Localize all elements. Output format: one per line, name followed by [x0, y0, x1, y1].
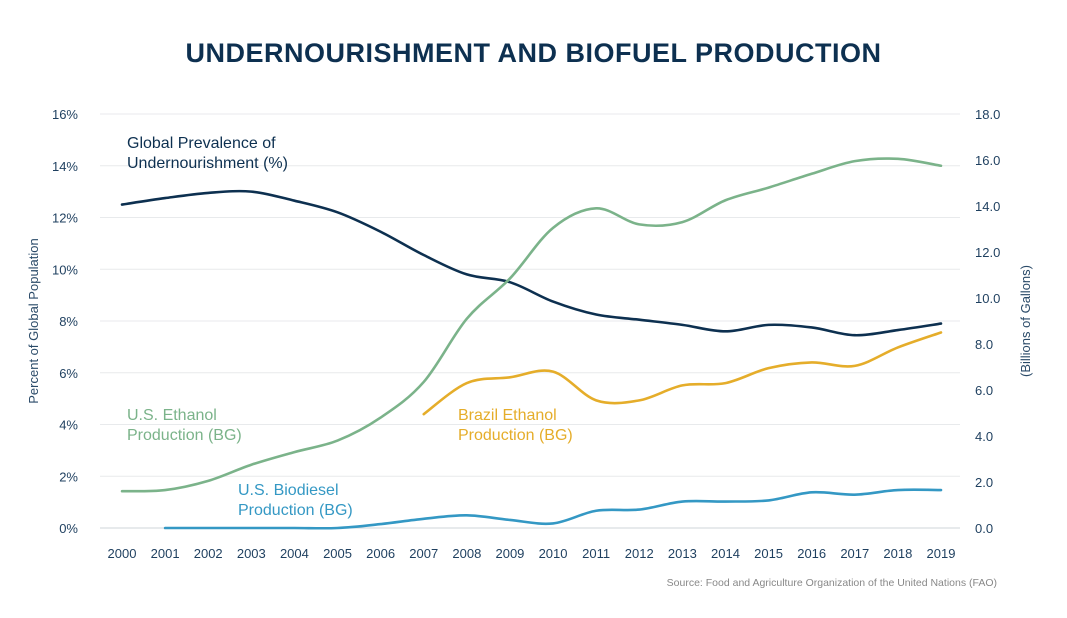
- x-tick-label: 2018: [883, 546, 912, 561]
- series-line-3: [163, 488, 943, 530]
- x-tick-label: 2000: [108, 546, 137, 561]
- left-tick-label: 8%: [59, 314, 78, 329]
- x-tick-label: 2013: [668, 546, 697, 561]
- x-tick-label: 2003: [237, 546, 266, 561]
- left-tick-label: 14%: [52, 159, 78, 174]
- left-axis-label: Percent of Global Population: [26, 238, 41, 404]
- left-tick-label: 2%: [59, 469, 78, 484]
- x-tick-label: 2011: [582, 546, 610, 561]
- left-tick-label: 0%: [59, 521, 78, 536]
- right-tick-label: 12.0: [975, 245, 1000, 260]
- source-note: Source: Food and Agriculture Organizatio…: [666, 577, 997, 589]
- series-label-us-biodiesel: U.S. Biodiesel Production (BG): [238, 482, 353, 519]
- series-label-us-ethanol: U.S. Ethanol Production (BG): [127, 407, 242, 444]
- right-tick-label: 6.0: [975, 383, 993, 398]
- series-line-0: [120, 189, 943, 337]
- left-tick-label: 6%: [59, 366, 78, 381]
- left-tick-label: 12%: [52, 211, 78, 226]
- x-tick-label: 2014: [711, 546, 740, 561]
- x-tick-label: 2001: [151, 546, 180, 561]
- left-tick-label: 16%: [52, 107, 78, 122]
- right-tick-label: 0.0: [975, 521, 993, 536]
- x-tick-label: 2005: [323, 546, 352, 561]
- right-axis-label: (Billions of Gallons): [1018, 265, 1033, 377]
- x-tick-label: 2016: [797, 546, 826, 561]
- right-tick-label: 18.0: [975, 107, 1000, 122]
- series-line-1: [120, 157, 943, 493]
- series-label-undernourishment: Global Prevalence of Undernourishment (%…: [127, 135, 288, 172]
- x-tick-label: 2007: [409, 546, 438, 561]
- x-tick-label: 2002: [194, 546, 223, 561]
- left-tick-label: 10%: [52, 262, 78, 277]
- x-tick-label: 2004: [280, 546, 309, 561]
- x-tick-label: 2019: [927, 546, 956, 561]
- right-tick-label: 8.0: [975, 337, 993, 352]
- x-tick-label: 2010: [539, 546, 568, 561]
- right-tick-label: 14.0: [975, 199, 1000, 214]
- x-tick-label: 2017: [840, 546, 869, 561]
- chart-title: UNDERNOURISHMENT AND BIOFUEL PRODUCTION: [185, 38, 882, 68]
- right-tick-label: 4.0: [975, 429, 993, 444]
- x-tick-label: 2009: [495, 546, 524, 561]
- left-tick-label: 4%: [59, 418, 78, 433]
- x-tick-label: 2006: [366, 546, 395, 561]
- series-line-2: [422, 331, 943, 416]
- x-tick-label: 2012: [625, 546, 654, 561]
- right-tick-label: 2.0: [975, 475, 993, 490]
- x-tick-label: 2015: [754, 546, 783, 561]
- series-label-brazil-ethanol: Brazil Ethanol Production (BG): [458, 407, 573, 444]
- right-tick-label: 10.0: [975, 291, 1000, 306]
- right-tick-label: 16.0: [975, 153, 1000, 168]
- x-tick-label: 2008: [452, 546, 481, 561]
